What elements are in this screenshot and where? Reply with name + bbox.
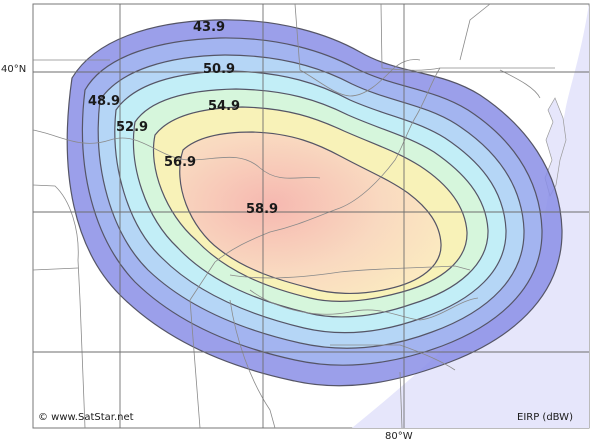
- contour-58-9: [179, 131, 442, 295]
- atlantic-ocean: [352, 4, 589, 428]
- unit-legend: EIRP (dBW): [517, 412, 573, 423]
- credit-text: © www.SatStar.net: [38, 412, 134, 423]
- contour-label-56-9: 56.9: [164, 155, 196, 170]
- contour-label-52-9: 52.9: [116, 120, 148, 135]
- contour-label-43-9: 43.9: [193, 20, 225, 35]
- longitude-label: 80°W: [385, 431, 413, 442]
- graticule: [33, 4, 589, 428]
- coverage-contours: [66, 19, 563, 387]
- contour-label-48-9: 48.9: [88, 94, 120, 109]
- contour-label-50-9: 50.9: [203, 62, 235, 77]
- latitude-label: 40°N: [1, 64, 26, 75]
- state-borders: [32, 3, 555, 429]
- contour-label-58-9: 58.9: [246, 202, 278, 217]
- contour-label-54-9: 54.9: [208, 99, 240, 114]
